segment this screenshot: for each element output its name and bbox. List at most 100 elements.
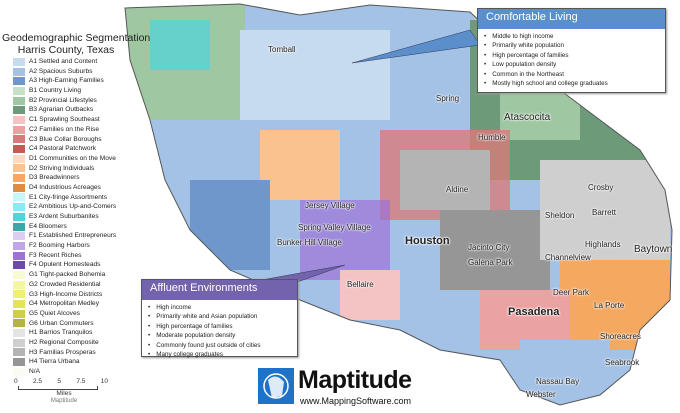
legend-label: F1 Established Entrepreneurs [29, 232, 117, 240]
legend-swatch [13, 183, 25, 192]
legend-item: C1 Sprawling Southeast [13, 115, 130, 125]
callout-bullet: High percentage of families [148, 322, 291, 331]
legend-swatch [13, 145, 25, 154]
legend-label: H4 Tierra Urbana [29, 358, 80, 366]
city-label: Atascocita [504, 112, 551, 123]
legend-label: D1 Communities on the Move [29, 154, 116, 162]
city-label: Bellaire [347, 280, 374, 289]
city-label: Sheldon [545, 211, 575, 220]
legend-label: A1 Settled and Content [29, 58, 98, 65]
legend-label: E2 Ambitious Up-and-Comers [29, 203, 117, 211]
legend-label: H3 Familias Prosperas [29, 348, 96, 356]
callout-bullet: Many college graduates [148, 350, 291, 359]
city-label: Tomball [268, 45, 296, 54]
city-label: Jacinto City [468, 243, 510, 252]
scale-tick: 2.5 [32, 378, 43, 385]
callout-title: Comfortable Living [478, 9, 665, 29]
comfortable-pointer [351, 29, 481, 64]
legend-subtitle: Harris County, Texas [17, 44, 115, 56]
legend: Geodemographic Segmentation Harris Count… [2, 32, 150, 377]
city-label: Bunker Hill Village [277, 238, 342, 247]
legend-swatch [13, 309, 25, 318]
legend-label: B1 Country Living [29, 87, 82, 95]
legend-swatch [13, 164, 25, 173]
city-label: Shoreacres [600, 332, 641, 341]
legend-swatch [13, 261, 25, 270]
legend-item: G2 Crowded Residential [13, 280, 130, 290]
legend-swatch [13, 300, 25, 309]
scale-credit: Maptitude [50, 398, 78, 404]
city-label: Humble [478, 133, 506, 142]
legend-item: E1 City-fringe Assortments [13, 193, 130, 203]
legend-item: A3 High-Earning Families [13, 76, 130, 86]
legend-item: H4 Tierra Urbana [13, 357, 130, 367]
legend-item: D4 Industrious Acreages [13, 183, 130, 193]
legend-item: G4 Metropolitan Medley [13, 299, 130, 309]
legend-item: F3 Recent Riches [13, 251, 130, 261]
affluent-environments-callout: Affluent Environments High incomePrimari… [141, 279, 298, 359]
comfortable-living-callout: Comfortable Living Middle to high income… [477, 8, 666, 93]
legend-label: G1 Tight-packed Bohemia [29, 271, 106, 279]
legend-swatch [13, 96, 25, 105]
legend-label: G2 Crowded Residential [29, 280, 101, 288]
legend-swatch [13, 115, 25, 124]
legend-label: A2 Spacious Suburbs [29, 67, 93, 75]
scale-unit: Miles [56, 390, 72, 397]
legend-item: N/A [13, 367, 130, 377]
legend-item: H2 Regional Composite [13, 338, 130, 348]
callout-bullet: Mostly high school and college graduates [484, 79, 659, 88]
callout-bullet: Moderate population density [148, 331, 291, 340]
city-label: Channelview [545, 253, 591, 262]
legend-swatch [13, 241, 25, 250]
legend-swatch [13, 125, 25, 134]
legend-swatch [13, 222, 25, 231]
city-label: Aldine [446, 185, 469, 194]
legend-swatch [13, 232, 25, 241]
legend-label: B3 Agrarian Outbacks [29, 106, 94, 114]
legend-swatch [13, 67, 25, 76]
legend-swatch [13, 358, 25, 367]
legend-item: E3 Ardent Suburbanites [13, 212, 130, 222]
city-label: Jersey Village [305, 201, 355, 210]
legend-label: F2 Booming Harbors [29, 242, 90, 250]
city-label: Spring Valley Village [298, 223, 371, 232]
legend-item: G6 Urban Commuters [13, 319, 130, 329]
city-label: Webster [526, 390, 556, 399]
legend-label: G3 High-Income Districts [29, 290, 103, 298]
legend-item: B2 Provincial Lifestyles [13, 96, 130, 106]
legend-swatch [13, 106, 25, 115]
callout-bullet: High percentage of families [484, 51, 659, 60]
callout-bullet: High income [148, 303, 291, 312]
legend-item: G1 Tight-packed Bohemia [13, 270, 130, 280]
legend-swatch [13, 329, 25, 338]
legend-label: H2 Regional Composite [29, 338, 99, 346]
legend-swatch [13, 86, 25, 95]
legend-item: A1 Settled and Content [13, 57, 130, 67]
city-label: Spring [436, 94, 460, 103]
callout-title: Affluent Environments [142, 280, 297, 300]
website-link[interactable]: www.MappingSoftware.com [300, 396, 412, 406]
legend-label: D2 Striving Individuals [29, 164, 95, 172]
legend-item: B1 Country Living [13, 86, 130, 96]
legend-label: N/A [29, 368, 40, 375]
legend-swatch [13, 212, 25, 221]
legend-swatch [13, 135, 25, 144]
legend-item: F1 Established Entrepreneurs [13, 231, 130, 241]
callout-bullet: Low population density [484, 60, 659, 69]
legend-item: G5 Quiet Alcoves [13, 309, 130, 319]
callout-bullet: Middle to high income [484, 32, 659, 41]
legend-item: D1 Communities on the Move [13, 154, 130, 164]
legend-swatch [13, 174, 25, 183]
scale-tick: 5 [57, 378, 61, 385]
legend-label: C1 Sprawling Southeast [29, 116, 100, 124]
legend-label: F3 Recent Riches [29, 251, 82, 259]
legend-swatch [13, 348, 25, 357]
callout-bullet: Primarily white population [484, 41, 659, 50]
legend-swatch [13, 367, 25, 376]
legend-label: B2 Provincial Lifestyles [29, 96, 97, 104]
legend-swatch [13, 270, 25, 279]
maptitude-logo: Maptitude [298, 366, 412, 394]
legend-swatch [13, 280, 25, 289]
legend-label: D4 Industrious Acreages [29, 183, 101, 191]
legend-swatch [13, 77, 25, 86]
